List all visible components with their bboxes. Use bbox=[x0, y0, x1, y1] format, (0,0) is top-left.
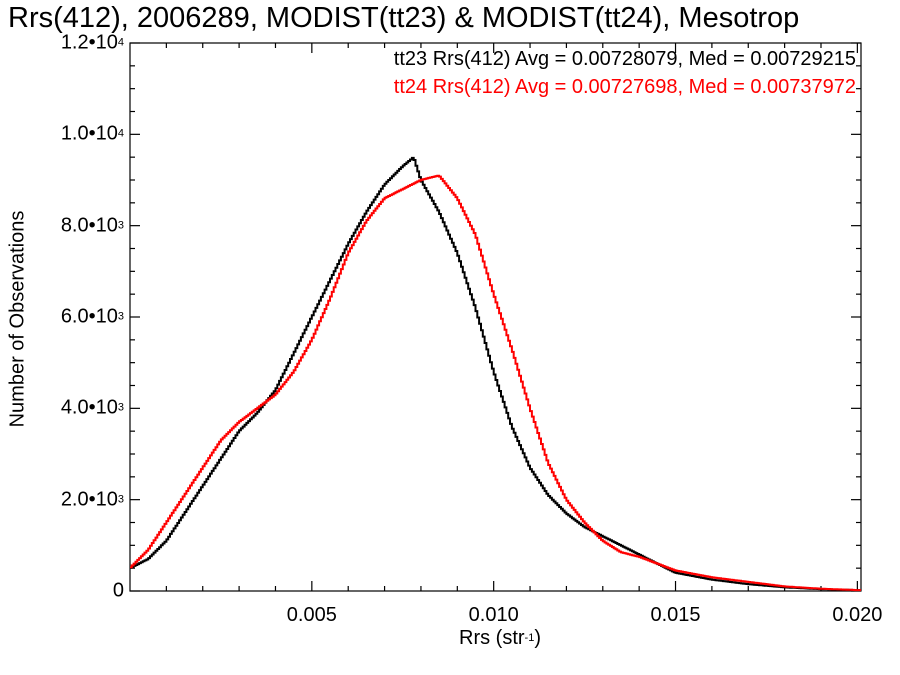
y-tick-label: 4.0•103 bbox=[61, 397, 124, 420]
x-axis-label-text: Rrs (str bbox=[459, 627, 525, 649]
y-tick-exponent: 3 bbox=[117, 219, 124, 232]
y-tick-exponent: 3 bbox=[117, 310, 124, 323]
y-tick-exponent: 3 bbox=[117, 493, 124, 506]
y-tick-label: 0 bbox=[113, 580, 124, 603]
plot-frame bbox=[129, 42, 862, 592]
y-tick-mantissa: 2.0•10 bbox=[60, 488, 118, 511]
legend-entry-tt24: tt24 Rrs(412) Avg = 0.00727698, Med = 0.… bbox=[393, 76, 856, 98]
y-tick-mantissa: 4.0•10 bbox=[60, 396, 118, 419]
series-line-tt24 bbox=[130, 174, 861, 592]
y-tick-mantissa: 1.2•10 bbox=[60, 31, 118, 54]
y-tick-exponent: 4 bbox=[117, 36, 124, 49]
axis-ticks bbox=[130, 42, 861, 592]
y-tick-exponent: 3 bbox=[117, 401, 124, 414]
y-tick-label: 1.2•104 bbox=[61, 32, 124, 55]
y-tick-label: 1.0•104 bbox=[61, 123, 124, 146]
y-axis-label: Number of Observations bbox=[6, 210, 29, 428]
series-layer bbox=[130, 156, 861, 592]
x-tick-label: 0.010 bbox=[468, 604, 519, 626]
y-tick-label: 8.0•103 bbox=[61, 214, 124, 237]
y-tick-mantissa: 1.0•10 bbox=[60, 122, 118, 145]
x-tick-label: 0.020 bbox=[832, 604, 883, 626]
x-tick-label: 0.005 bbox=[286, 604, 337, 626]
y-tick-exponent: 4 bbox=[117, 127, 124, 140]
y-tick-label: 2.0•103 bbox=[61, 488, 124, 511]
chart-title: Rrs(412), 2006289, MODIST(tt23) & MODIST… bbox=[8, 2, 800, 34]
series-line-tt23 bbox=[130, 156, 861, 592]
x-axis-label-exponent: -1 bbox=[524, 632, 535, 644]
x-axis-label-close: ) bbox=[534, 627, 541, 649]
y-tick-mantissa: 0 bbox=[112, 579, 124, 602]
y-tick-label: 6.0•103 bbox=[61, 306, 124, 329]
y-tick-mantissa: 6.0•10 bbox=[60, 305, 118, 328]
x-tick-label: 0.015 bbox=[650, 604, 701, 626]
x-axis-label: Rrs (str-1) bbox=[0, 627, 900, 650]
legend-entry-tt23: tt23 Rrs(412) Avg = 0.00728079, Med = 0.… bbox=[393, 48, 856, 70]
y-tick-mantissa: 8.0•10 bbox=[60, 214, 118, 237]
